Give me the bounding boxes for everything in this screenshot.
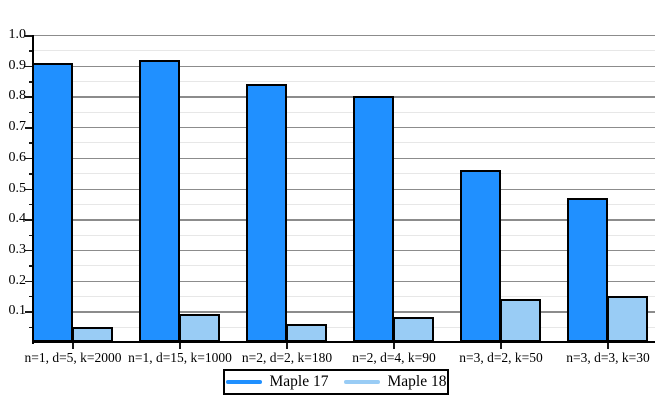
gridline-major [33,188,655,190]
x-category-label: n=3, d=2, k=50 [459,350,543,365]
y-minor-tick [29,326,33,329]
y-major-tick [25,157,33,160]
gridline-minor [33,50,655,52]
y-tick-label: 0.3 [8,241,27,257]
gridline-minor [33,203,655,205]
gridline-major [33,157,655,160]
legend-label-maple18: Maple 18 [387,373,447,390]
y-major-tick [25,127,33,129]
maple18-color-swatch [343,380,380,384]
legend-entry-maple17: Maple 17 [225,373,329,391]
bar-maple17-group5 [460,170,501,342]
y-tick-label: 0.5 [8,180,27,196]
x-category-label: n=1, d=15, k=1000 [128,350,232,365]
x-category-label: n=3, d=3, k=30 [566,350,650,365]
gridline-minor [33,295,655,297]
y-major-tick [25,219,33,221]
gridline-minor [33,265,655,267]
y-tick-label: 0.1 [8,303,27,319]
x-tick [393,343,395,349]
y-major-tick [25,249,33,252]
y-minor-tick [29,265,33,267]
y-tick-label: 0.7 [8,119,27,135]
bar-maple18-group2 [179,314,220,342]
gridline-major [33,311,655,313]
y-minor-tick [29,234,33,237]
x-tick [72,343,74,349]
gridline-major [33,127,655,129]
bar-maple17-group1 [32,63,73,342]
gridline-minor [33,326,655,328]
gridline-minor [33,234,655,236]
y-minor-tick [29,173,33,175]
maple17-color-swatch [225,380,262,384]
gridline-major [33,35,655,37]
gridline-minor [33,111,655,113]
gridline-minor [33,81,655,83]
gridline-major [33,280,655,282]
bar-maple17-group3 [246,84,287,342]
x-axis-line [32,341,655,343]
gridline-major [33,65,655,68]
y-tick-label: 0.2 [8,272,27,288]
y-minor-tick [29,142,33,144]
x-category-label: n=2, d=4, k=90 [352,350,436,365]
y-tick-label: 0.8 [8,88,27,104]
y-major-tick [25,311,33,313]
y-major-tick [25,280,33,283]
gridline-major [33,249,655,252]
y-minor-tick [29,203,33,206]
y-minor-tick [29,50,33,52]
y-tick-label: 0.9 [8,57,27,73]
y-minor-tick [29,81,33,83]
legend-box: Maple 17 Maple 18 [223,369,449,395]
x-category-label: n=1, d=5, k=2000 [24,350,122,365]
x-tick [286,343,288,349]
x-category-label: n=2, d=2, k=180 [241,350,333,365]
y-tick-label: 0.6 [8,149,27,165]
bar-maple17-group6 [567,198,608,342]
y-minor-tick [29,295,33,298]
gridline-major [33,219,655,221]
gridline-minor [33,173,655,175]
bar-maple17-group2 [139,60,180,342]
y-tick-label: 0.4 [8,211,27,227]
y-major-tick [25,35,33,37]
x-tick [179,343,181,349]
y-axis-line [32,35,34,344]
legend-label-maple17: Maple 17 [269,373,329,390]
y-minor-tick [29,111,33,114]
gridline-minor [33,142,655,144]
gridline-major [33,96,655,98]
y-major-tick [25,188,33,190]
x-tick [607,343,609,349]
x-tick [500,343,502,349]
y-major-tick [25,96,33,98]
bar-maple17-group4 [353,96,394,342]
y-tick-label: 1.0 [8,27,27,42]
y-major-tick [25,65,33,68]
legend-entry-maple18: Maple 18 [343,373,447,391]
